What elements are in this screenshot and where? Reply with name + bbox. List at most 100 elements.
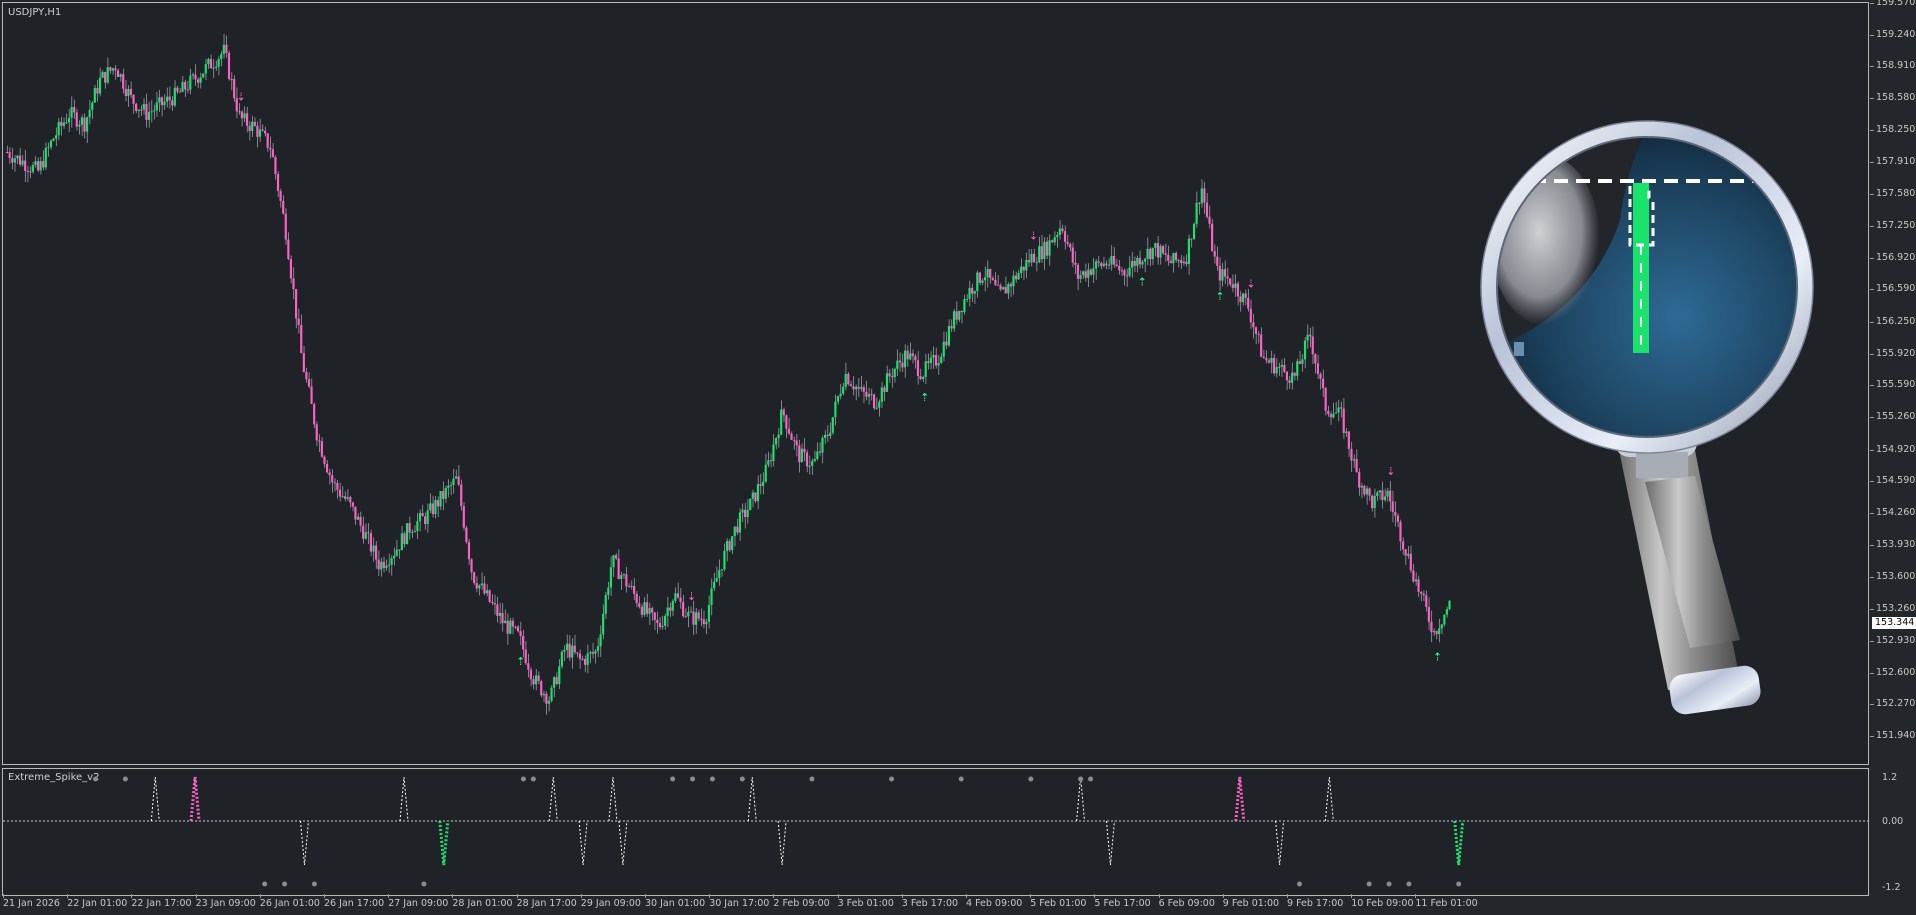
price-tick: [1870, 736, 1874, 737]
bull-candle: [142, 103, 145, 110]
price-tick: [1870, 672, 1874, 674]
bear-candle: [679, 597, 682, 602]
price-label: 157.580: [1876, 188, 1916, 200]
bear-candle: [276, 174, 280, 192]
bear-candle: [1089, 269, 1092, 275]
bear-candle: [883, 387, 886, 392]
bull-candle: [1151, 247, 1154, 260]
bull-candle: [534, 675, 538, 685]
bear-candle: [470, 559, 473, 573]
bull-candle: [222, 44, 225, 55]
bull-candle: [1373, 495, 1376, 509]
bull-candle: [150, 111, 153, 113]
indicator-bull-spike: [438, 820, 450, 866]
bull-candle: [1053, 237, 1056, 243]
indicator-up-spike: [1324, 776, 1334, 822]
price-axis[interactable]: 159.570 159.240 158.910 158.580 158.250 157.9…: [1870, 0, 1916, 915]
bear-candle: [1120, 270, 1123, 272]
bull-candle: [1332, 413, 1335, 418]
bull-candle: [937, 363, 940, 366]
bear-candle: [1162, 246, 1165, 254]
bear-candle: [465, 527, 468, 543]
price-tick: [1870, 257, 1874, 259]
bear-candle: [759, 484, 762, 486]
bear-candle: [578, 653, 582, 659]
price-label: 153.600: [1876, 570, 1916, 582]
bear-candle: [527, 663, 530, 670]
bear-candle: [978, 272, 981, 283]
price-tick: [1870, 609, 1874, 611]
bull-candle: [749, 498, 752, 510]
indicator-panel[interactable]: Extreme_Spike_v2: [2, 768, 1869, 896]
indicator-up-spike: [747, 776, 757, 822]
bear-candle: [1226, 276, 1229, 279]
bull-candle: [878, 401, 881, 408]
bull-candle: [563, 650, 566, 652]
candlestick-chart[interactable]: ⇣ ⇡ ⇣ ⇡ ⇣ ⇡ ⇡ ⇣ ⇣ ⇡: [3, 3, 1868, 764]
bull-candle: [55, 135, 58, 139]
chart-symbol-label: USDJPY,H1: [8, 7, 62, 18]
bull-candle: [1221, 269, 1224, 281]
indicator-bottom-dot: [1406, 881, 1412, 887]
bear-candle: [1420, 591, 1423, 594]
bear-candle: [645, 602, 649, 614]
bear-candle: [333, 482, 336, 484]
bear-candle: [104, 72, 107, 83]
bull-candle: [251, 121, 254, 132]
bear-candle: [1231, 284, 1234, 288]
indicator-top-dot: [958, 776, 964, 782]
bull-candle: [596, 646, 600, 652]
time-tick: [1222, 894, 1224, 898]
bull-candle: [393, 555, 396, 559]
time-tick: [645, 894, 646, 898]
bull-candle: [356, 516, 360, 520]
bear-candle: [656, 619, 659, 624]
price-label: 159.570: [1876, 0, 1916, 8]
bear-candle: [26, 170, 29, 172]
buy-arrow-icon: ⇡: [1138, 276, 1147, 289]
bear-candle: [1084, 271, 1087, 278]
bull-candle: [1136, 257, 1139, 266]
indicator-bull-spike: [1453, 820, 1465, 866]
bear-candle: [359, 516, 362, 526]
sell-arrow-icon: ⇣: [1246, 278, 1255, 291]
bull-candle: [405, 523, 409, 545]
bull-candle: [1131, 260, 1134, 268]
bear-candle: [135, 103, 138, 111]
bear-candle: [227, 52, 231, 80]
time-label: 10 Feb 09:00: [1351, 898, 1414, 909]
bear-candle: [132, 94, 135, 104]
bear-candle: [658, 623, 662, 628]
bull-candle: [648, 608, 651, 614]
price-tick: [1870, 544, 1874, 546]
bear-candle: [279, 191, 282, 201]
bear-candle: [1288, 380, 1291, 383]
indicator-down-spike: [1105, 820, 1115, 866]
bull-candle: [202, 73, 205, 78]
bull-candle: [973, 291, 976, 294]
bear-candle: [826, 434, 829, 437]
bull-candle: [485, 590, 489, 594]
bull-candle: [1386, 490, 1389, 497]
bear-candle: [1427, 607, 1430, 622]
bear-candle: [1252, 322, 1255, 328]
bull-candle: [1146, 248, 1149, 259]
buy-arrow-icon: ⇡: [516, 655, 525, 668]
bull-candle: [880, 387, 883, 402]
price-tick: [1870, 98, 1874, 100]
bull-candle: [189, 75, 192, 90]
time-label: 30 Jan 17:00: [709, 898, 770, 909]
indicator-chart[interactable]: [3, 769, 1868, 895]
bear-candle: [178, 91, 182, 93]
bear-candle: [1211, 223, 1214, 251]
bear-candle: [514, 626, 517, 628]
bull-candle: [725, 541, 729, 551]
price-label: 154.590: [1876, 475, 1916, 487]
bear-candle: [1244, 293, 1247, 298]
bear-candle: [374, 545, 378, 560]
time-axis[interactable]: 21 Jan 2026 22 Jan 01:00 22 Jan 17:00 23 Ja…: [0, 894, 1870, 915]
current-price-tag: 153.344: [1872, 617, 1916, 629]
bull-candle: [671, 600, 674, 611]
bear-candle: [292, 278, 295, 290]
bull-candle: [1440, 624, 1443, 629]
